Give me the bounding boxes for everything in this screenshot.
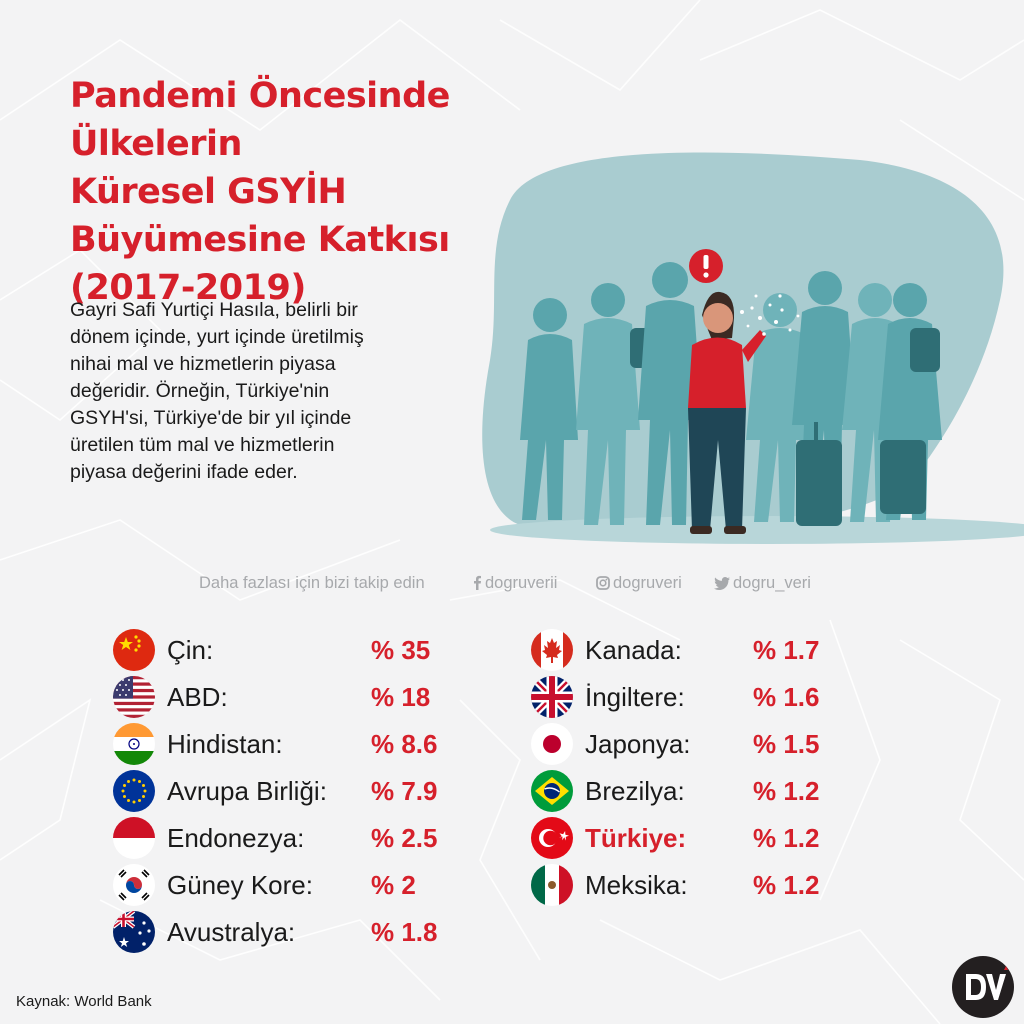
description-line: dönem içinde, yurt içinde üretilmiş <box>70 326 364 348</box>
usa-flag-icon <box>113 676 155 718</box>
facebook-handle: dogruverii <box>485 574 558 592</box>
twitter-icon <box>714 577 730 590</box>
country-name: Kanada: <box>585 635 682 665</box>
twitter-handle: dogru_veri <box>733 574 811 592</box>
country-value: % 1.2 <box>753 870 820 900</box>
country-row-eu: Avrupa Birliği: % 7.9 <box>113 770 453 814</box>
source-note: Kaynak: World Bank <box>16 993 152 1010</box>
logo-mark <box>966 966 1008 1000</box>
country-value: % 1.2 <box>753 776 820 806</box>
facebook-link[interactable]: dogruverii <box>472 574 557 593</box>
country-name: Çin: <box>167 635 214 665</box>
country-value: % 1.8 <box>371 917 438 947</box>
country-name: Avustralya: <box>167 917 296 947</box>
alert-icon <box>689 249 723 283</box>
description-line: üretilen tüm mal ve hizmetlerin <box>70 434 335 456</box>
dogruveri-logo <box>952 956 1014 1018</box>
country-value: % 1.2 <box>753 823 820 853</box>
country-value: % 7.9 <box>371 776 438 806</box>
follow-text: Daha fazlası için bizi takip edin <box>199 574 425 592</box>
title-line: Küresel GSYİH <box>70 172 347 212</box>
mexico-flag-icon <box>531 864 573 906</box>
country-value: % 8.6 <box>371 729 438 759</box>
australia-flag-icon <box>113 911 155 953</box>
crowd-illustration <box>482 152 1024 544</box>
country-name: ABD: <box>167 682 228 712</box>
country-name: İngiltere: <box>585 682 685 712</box>
country-row-brazil: Brezilya: % 1.2 <box>531 770 831 814</box>
japan-flag-icon <box>531 723 573 765</box>
country-value: % 1.6 <box>753 682 820 712</box>
description-line: değeridir. Örneğin, Türkiye'nin <box>70 380 330 402</box>
country-row-japan: Japonya: % 1.5 <box>531 723 831 767</box>
country-row-turkey: Türkiye: % 1.2 <box>531 817 831 861</box>
country-value: % 1.7 <box>753 635 820 665</box>
title-line: Büyümesine Katkısı <box>70 220 450 260</box>
china-flag-icon <box>113 629 155 671</box>
description-line: nihai mal ve hizmetlerin piyasa <box>70 353 336 375</box>
country-row-canada: Kanada: % 1.7 <box>531 629 831 673</box>
instagram-link[interactable]: dogruveri <box>596 574 682 593</box>
sneezing-woman <box>688 291 766 534</box>
canada-flag-icon <box>531 629 573 671</box>
country-name: Endonezya: <box>167 823 305 853</box>
description-line: GSYH'si, Türkiye'de bir yıl içinde <box>70 407 352 429</box>
indonesia-flag-icon <box>113 817 155 859</box>
country-name: Meksika: <box>585 870 688 900</box>
title-line: Pandemi Öncesinde Ülkelerin <box>70 76 450 164</box>
eu-flag-icon <box>113 770 155 812</box>
instagram-handle: dogruveri <box>613 574 682 592</box>
country-row-india: Hindistan: % 8.6 <box>113 723 453 767</box>
country-name: Brezilya: <box>585 776 685 806</box>
description-line: Gayri Safi Yurtiçi Hasıla, belirli bir <box>70 299 358 321</box>
uk-flag-icon <box>531 676 573 718</box>
country-row-mexico: Meksika: % 1.2 <box>531 864 831 908</box>
country-row-indonesia: Endonezya: % 2.5 <box>113 817 453 861</box>
country-value: % 18 <box>371 682 431 712</box>
country-name: Avrupa Birliği: <box>167 776 327 806</box>
country-name: Hindistan: <box>167 729 283 759</box>
sneeze-particles <box>740 294 800 336</box>
crowd-people <box>520 262 942 526</box>
country-value: % 1.5 <box>753 729 820 759</box>
country-value: % 2 <box>371 870 416 900</box>
facebook-icon <box>474 575 481 590</box>
country-name: Japonya: <box>585 729 691 759</box>
country-row-australia: Avustralya: % 1.8 <box>113 911 453 955</box>
country-row-usa: ABD: % 18 <box>113 676 453 720</box>
page-title: Pandemi Öncesinde Ülkelerin Küresel GSYİ… <box>70 72 630 312</box>
country-row-south-korea: Güney Kore: % 2 <box>113 864 453 908</box>
india-flag-icon <box>113 723 155 765</box>
twitter-link[interactable]: dogru_veri <box>714 574 811 593</box>
country-row-uk: İngiltere: % 1.6 <box>531 676 831 720</box>
country-name: Güney Kore: <box>167 870 313 900</box>
social-follow-bar: Daha fazlası için bizi takip edin dogruv… <box>0 574 1024 598</box>
country-row-china: Çin: % 35 <box>113 629 453 673</box>
title-line: (2017-2019) <box>70 268 306 308</box>
description-paragraph: Gayri Safi Yurtiçi Hasıla, belirli bir d… <box>70 297 450 486</box>
description-line: piyasa değerini ifade eder. <box>70 461 298 483</box>
instagram-icon <box>596 576 610 590</box>
country-value: % 35 <box>371 635 431 665</box>
brazil-flag-icon <box>531 770 573 812</box>
turkey-flag-icon <box>531 817 573 859</box>
country-name-highlighted: Türkiye: <box>585 823 687 853</box>
south-korea-flag-icon <box>113 864 155 906</box>
country-value: % 2.5 <box>371 823 438 853</box>
